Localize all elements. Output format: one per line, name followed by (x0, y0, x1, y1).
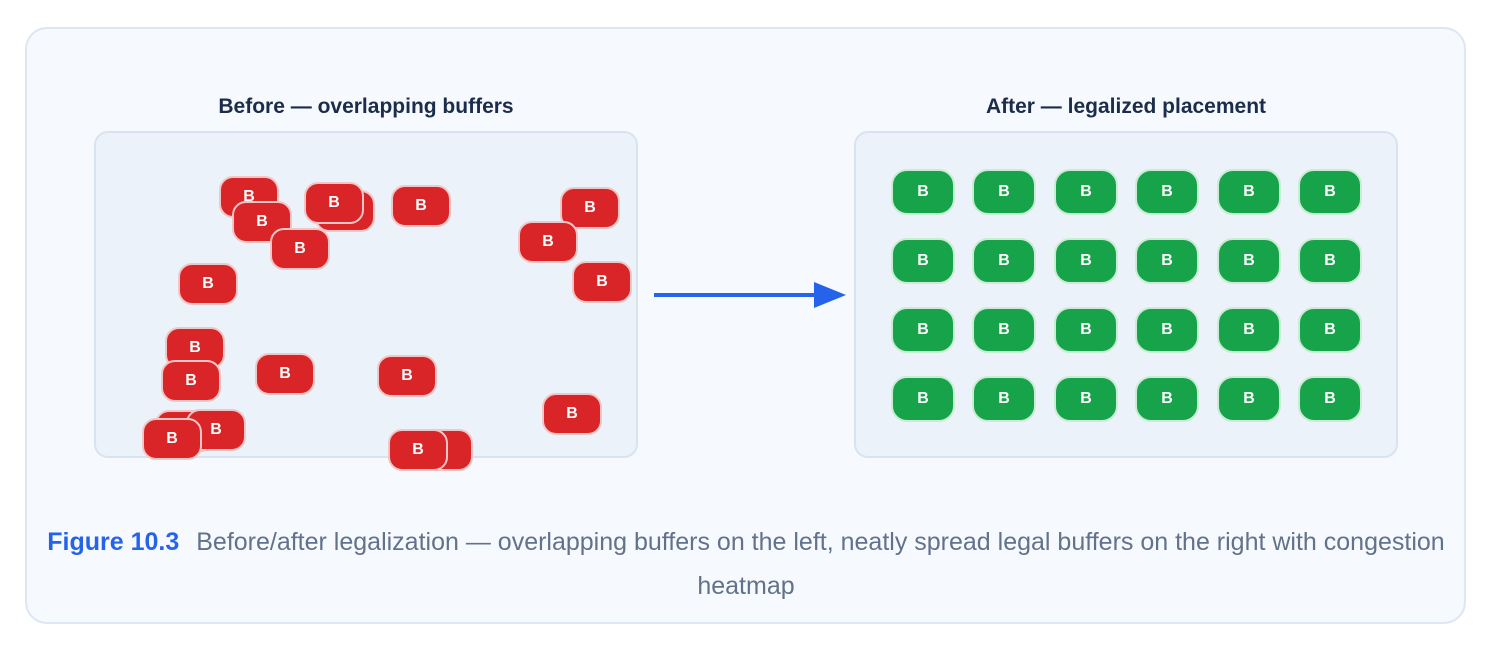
overlapping-buffer: B (572, 261, 632, 303)
overlapping-buffer: B (377, 355, 437, 397)
legal-buffer: B (972, 238, 1036, 284)
overlapping-buffer: B (560, 187, 620, 229)
legal-buffer: B (1217, 169, 1281, 215)
after-panel-title: After — legalized placement (985, 95, 1267, 118)
legal-buffer: B (891, 376, 955, 422)
legal-buffer: B (1298, 376, 1362, 422)
overlapping-buffer: B (142, 418, 202, 460)
legal-buffer: B (1298, 238, 1362, 284)
overlapping-buffer: B (391, 185, 451, 227)
legal-buffer: B (972, 307, 1036, 353)
overlapping-buffer: B (388, 429, 448, 471)
legal-buffer: B (1054, 307, 1118, 353)
overlapping-buffer: B (178, 263, 238, 305)
before-panel-title: Before — overlapping buffers (218, 95, 514, 118)
figure-caption: Figure 10.3 Before/after legalization — … (40, 520, 1452, 608)
legal-buffer: B (1135, 307, 1199, 353)
overlapping-buffer: B (542, 393, 602, 435)
right-arrow-icon (654, 282, 846, 308)
figure-caption-text: Before/after legalization — overlapping … (196, 528, 1445, 600)
legal-buffer: B (1135, 376, 1199, 422)
legal-buffer: B (972, 376, 1036, 422)
legal-buffer: B (1298, 169, 1362, 215)
legal-buffer: B (1135, 169, 1199, 215)
legal-buffer: B (891, 307, 955, 353)
legal-buffer: B (1054, 376, 1118, 422)
legal-buffer: B (1054, 238, 1118, 284)
legal-buffer: B (891, 169, 955, 215)
legal-buffer: B (1135, 238, 1199, 284)
overlapping-buffer: B (255, 353, 315, 395)
legal-buffer: B (1054, 169, 1118, 215)
legal-buffer: B (1217, 307, 1281, 353)
legal-buffer: B (1217, 376, 1281, 422)
overlapping-buffer: B (518, 221, 578, 263)
overlapping-buffer: B (270, 228, 330, 270)
legal-buffer: B (1217, 238, 1281, 284)
legal-buffer: B (1298, 307, 1362, 353)
overlapping-buffer: B (304, 182, 364, 224)
figure-label: Figure 10.3 (47, 528, 180, 556)
overlapping-buffer: B (161, 360, 221, 402)
legal-buffer: B (972, 169, 1036, 215)
legal-buffer: B (891, 238, 955, 284)
